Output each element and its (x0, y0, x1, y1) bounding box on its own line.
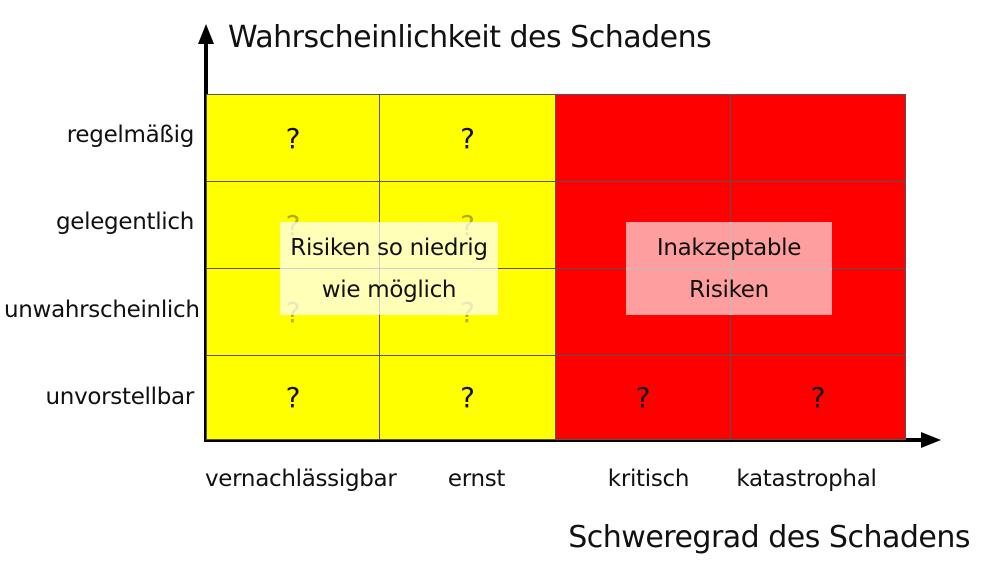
question-mark: ? (460, 121, 475, 155)
question-mark: ? (810, 381, 826, 414)
cell-r0-c0: ? (206, 94, 380, 182)
x-axis-title: Schweregrad des Schadens (568, 520, 970, 555)
cell-r3-c2: ? (555, 355, 731, 440)
row-label-unwahrscheinlich: unwahrscheinlich (4, 297, 200, 323)
question-mark: ? (635, 381, 651, 414)
question-mark: ? (285, 121, 301, 155)
cell-r0-c1: ? (379, 94, 556, 182)
question-mark: ? (460, 381, 475, 414)
zone-label-low-line2: wie möglich (321, 276, 457, 303)
col-label-kritisch: kritisch (607, 466, 690, 492)
row-label-unvorstellbar: unvorstellbar (45, 384, 195, 410)
zone-label-high-line2: Risiken (689, 276, 769, 303)
row-label-gelegentlich: gelegentlich (55, 209, 194, 235)
zone-label-high-risk: Inakzeptable Risiken (626, 222, 832, 315)
zone-label-high-line1: Inakzeptable (656, 234, 802, 261)
cell-r3-c3: ? (730, 355, 906, 440)
y-axis-title: Wahrscheinlichkeit des Schadens (228, 20, 712, 55)
x-axis-arrow (921, 432, 941, 448)
row-label-regelmaessig: regelmäßig (66, 122, 195, 148)
cell-r0-c3 (730, 94, 906, 182)
col-label-katastrophal: katastrophal (736, 466, 877, 492)
zone-label-low-risk: Risiken so niedrig wie möglich (280, 222, 498, 315)
cell-r3-c0: ? (206, 355, 380, 440)
col-label-ernst: ernst (447, 466, 506, 492)
cell-r0-c2 (555, 94, 731, 182)
col-label-vernachlaessigbar: vernachlässigbar (205, 466, 397, 492)
cell-r3-c1: ? (379, 355, 556, 440)
zone-label-low-line1: Risiken so niedrig (290, 234, 488, 261)
y-axis-arrow (198, 24, 214, 44)
question-mark: ? (285, 381, 301, 414)
